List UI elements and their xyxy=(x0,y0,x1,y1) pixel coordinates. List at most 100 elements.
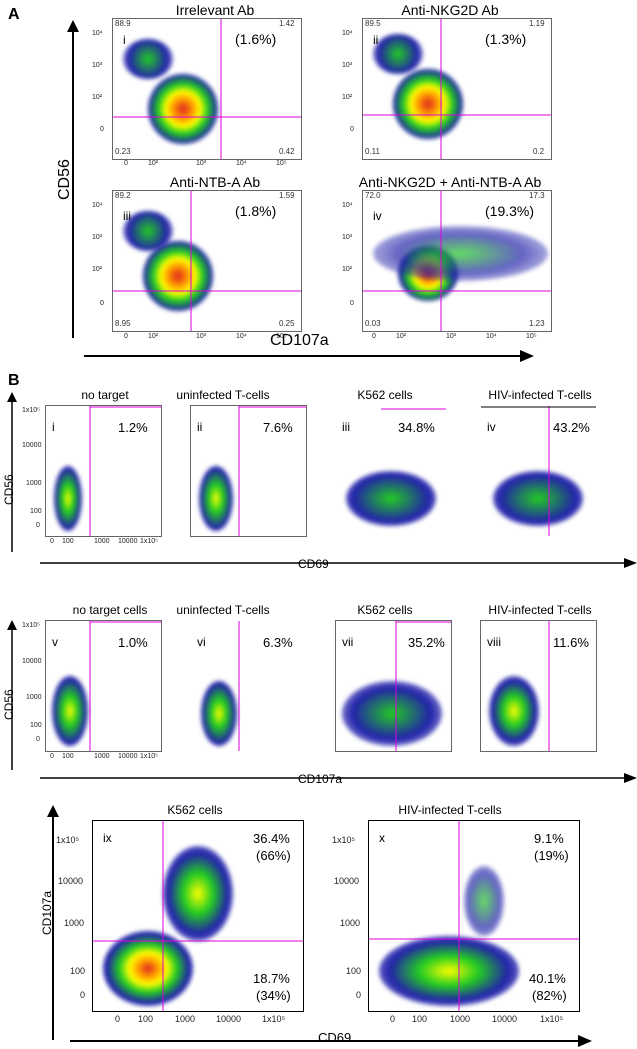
row2-plot-vii-title: K562 cells xyxy=(357,603,413,617)
row1-plot-i-id: i xyxy=(52,420,55,434)
panel-a-x-arrow xyxy=(84,350,534,362)
row1-plot-iv: iv 43.2% xyxy=(480,405,597,537)
row3-x-ytick-3: 100 xyxy=(346,966,362,976)
row2-ytick-0: 1x10⁵ xyxy=(22,622,41,629)
row2-plot-vi-title: uninfected T-cells xyxy=(176,603,270,617)
plot-a-ii-br: 0.2 xyxy=(533,147,545,156)
row2-plot-vi: vi 6.3% xyxy=(190,620,307,752)
row2-plot-vii-id: vii xyxy=(342,635,354,649)
plot-a-iii-id: iii xyxy=(123,209,131,223)
row1-y-label: CD56 xyxy=(2,474,16,505)
panel-a-y-label: CD56 xyxy=(56,159,73,200)
row3-x-ytick-1: 10000 xyxy=(334,876,360,886)
plot-a-iii-title: Anti-NTB-A Ab xyxy=(169,174,261,190)
row2-plot-viii: viii 11.6% xyxy=(480,620,597,752)
plot-a-iv-xtick-2: 10³ xyxy=(446,333,457,340)
row2-xtick-3: 10000 xyxy=(118,753,138,760)
row3-plot-ix-id: ix xyxy=(103,831,112,845)
plot-a-i-ytick-2: 10³ xyxy=(92,62,103,69)
row1-xtick-0: 0 xyxy=(50,538,54,545)
row1-plot-iii-pct: 34.8% xyxy=(398,420,435,435)
panel-a-letter: A xyxy=(8,6,20,23)
row3-ix-ytick-4: 0 xyxy=(80,990,86,1000)
plot-a-i-ytick-3: 10² xyxy=(92,94,103,101)
plot-a-iv-ytick-2: 10³ xyxy=(342,234,353,241)
plot-a-ii-ytick-1: 10⁴ xyxy=(342,30,353,37)
row1-xtick-3: 10000 xyxy=(118,538,138,545)
plot-a-i-xtick-2: 10³ xyxy=(196,160,207,167)
row2-y-label: CD56 xyxy=(2,689,16,720)
row3-plot-x-title: HIV-infected T-cells xyxy=(398,803,502,817)
plot-a-iv-tl: 72.0 xyxy=(365,191,381,200)
row3-plot-x-id: x xyxy=(379,831,385,845)
plot-a-iii: iii (1.8%) 89.2 1.59 8.95 0.25 xyxy=(112,190,302,332)
row2-plot-v: v 1.0% xyxy=(45,620,162,752)
row3-plot-x-br: 40.1% xyxy=(529,971,566,986)
row3-plot-ix-tr2: (66%) xyxy=(256,848,291,863)
row2-y-arrow xyxy=(7,620,17,770)
plot-a-i-pct: (1.6%) xyxy=(235,31,277,47)
row3-plot-x-tr2: (19%) xyxy=(534,848,569,863)
row3-plot-x-br2: (82%) xyxy=(532,988,567,1003)
plot-a-i-xtick-4: 10⁵ xyxy=(276,160,287,167)
plot-a-iii-ytick-3: 10² xyxy=(92,266,103,273)
row1-y-arrow xyxy=(7,392,17,552)
row3-ix-xtick-4: 1x10⁵ xyxy=(262,1014,286,1024)
row1-plot-iii-title: K562 cells xyxy=(357,388,413,402)
row2-xtick-4: 1x10⁵ xyxy=(140,753,159,760)
panel-b-letter: B xyxy=(8,372,20,389)
plot-a-iii-xtick-1: 10² xyxy=(148,333,159,340)
plot-a-iii-ytick-1: 10⁴ xyxy=(92,202,103,209)
plot-a-iv-xtick-4: 10⁵ xyxy=(526,333,537,340)
row1-ytick-2: 1000 xyxy=(26,480,42,487)
row2-xtick-0: 0 xyxy=(50,753,54,760)
plot-a-iii-xtick-0: 0 xyxy=(124,333,128,340)
plot-a-iii-xtick-2: 10³ xyxy=(196,333,207,340)
row1-plot-iii: iii 34.8% xyxy=(335,405,452,537)
row1-plot-ii-title: uninfected T-cells xyxy=(176,388,270,402)
row1-x-arrow xyxy=(40,558,637,568)
plot-a-ii-ytick-3: 10² xyxy=(342,94,353,101)
plot-a-iii-tl: 89.2 xyxy=(115,191,131,200)
plot-a-iii-xtick-4: 10⁵ xyxy=(276,333,287,340)
plot-a-i-xtick-0: 0 xyxy=(124,160,128,167)
row1-plot-iv-title: HIV-infected T-cells xyxy=(488,388,592,402)
row1-ytick-3: 100 xyxy=(30,508,42,515)
plot-a-ii-pct: (1.3%) xyxy=(485,31,527,47)
row2-xtick-1: 100 xyxy=(62,753,74,760)
plot-a-iv-xtick-1: 10² xyxy=(396,333,407,340)
plot-a-ii-tr: 1.19 xyxy=(529,19,545,28)
row3-plot-x-tr: 9.1% xyxy=(534,831,564,846)
plot-a-iii-bl: 8.95 xyxy=(115,319,131,328)
row3-ix-ytick-0: 1x10⁵ xyxy=(56,835,80,845)
row2-plot-viii-pct: 11.6% xyxy=(553,635,589,650)
plot-a-iv-xtick-3: 10⁴ xyxy=(486,333,497,340)
row2-plot-v-pct: 1.0% xyxy=(118,635,148,650)
row3-x-xtick-3: 10000 xyxy=(492,1014,518,1024)
row2-plot-vii: vii 35.2% xyxy=(335,620,452,752)
plot-a-i-ytick-4: 0 xyxy=(100,126,104,133)
row3-x-xtick-1: 100 xyxy=(412,1014,428,1024)
row3-plot-ix-title: K562 cells xyxy=(167,803,223,817)
row3-x-xtick-0: 0 xyxy=(390,1014,396,1024)
row3-ix-xtick-2: 1000 xyxy=(175,1014,196,1024)
row1-plot-iv-id: iv xyxy=(487,420,496,434)
row3-x-label: CD69 xyxy=(318,1030,352,1045)
row1-plot-ii: ii 7.6% xyxy=(190,405,307,537)
row2-ytick-4: 0 xyxy=(36,736,40,743)
plot-a-iv-bl: 0.03 xyxy=(365,319,381,328)
row1-ytick-0: 1x10⁵ xyxy=(22,407,41,414)
row1-ytick-4: 0 xyxy=(36,522,40,529)
plot-a-ii-ytick-2: 10³ xyxy=(342,62,353,69)
plot-a-iv-tr: 17.3 xyxy=(529,191,545,200)
row3-x-ytick-4: 0 xyxy=(356,990,362,1000)
plot-a-iv-ytick-4: 0 xyxy=(350,300,354,307)
row2-plot-vi-pct: 6.3% xyxy=(263,635,293,650)
plot-a-i-tr: 1.42 xyxy=(279,19,295,28)
plot-a-i-br: 0.42 xyxy=(279,147,295,156)
panel-a-x-label: CD107a xyxy=(270,332,329,349)
row3-plot-ix-tr: 36.4% xyxy=(253,831,290,846)
plot-a-iii-xtick-3: 10⁴ xyxy=(236,333,247,340)
plot-a-ii-id: ii xyxy=(373,33,379,47)
row2-plot-vi-id: vi xyxy=(197,635,206,649)
